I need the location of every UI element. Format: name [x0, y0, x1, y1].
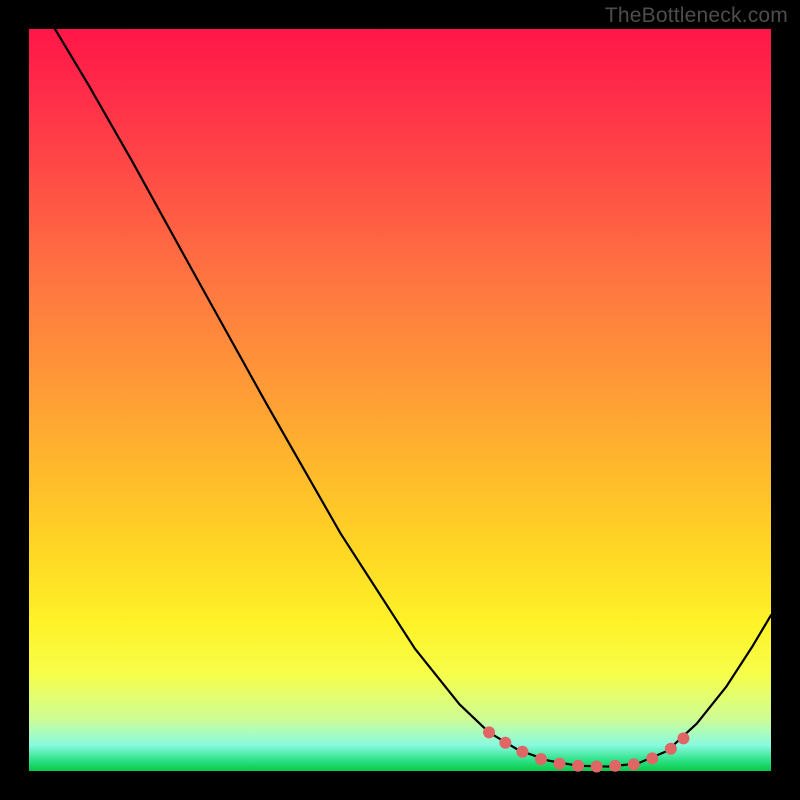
marker-dot — [499, 737, 511, 749]
marker-dot — [516, 746, 528, 758]
marker-dot — [628, 758, 640, 770]
marker-dot — [572, 760, 584, 772]
plot-area — [29, 29, 771, 771]
marker-dot — [483, 726, 495, 738]
marker-dot — [646, 752, 658, 764]
watermark-text: TheBottleneck.com — [605, 4, 788, 28]
marker-dot — [591, 761, 603, 773]
bottleneck-curve — [55, 29, 771, 767]
stage: TheBottleneck.com — [0, 0, 800, 800]
marker-dot — [677, 732, 689, 744]
marker-dot — [535, 753, 547, 765]
marker-dot — [609, 760, 621, 772]
marker-dot — [554, 758, 566, 770]
chart-overlay — [29, 29, 771, 771]
marker-dot — [665, 743, 677, 755]
